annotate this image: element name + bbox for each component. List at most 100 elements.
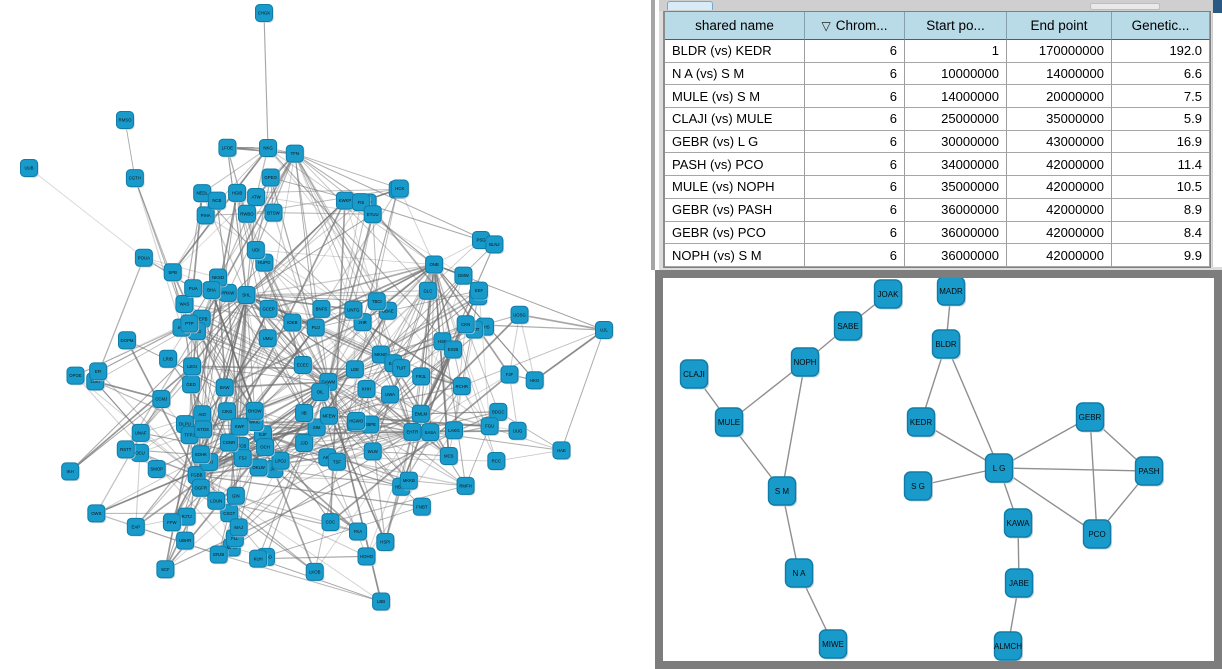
network-edge[interactable] — [96, 512, 219, 556]
network-edge[interactable] — [167, 358, 255, 412]
network-node[interactable]: RWBO — [237, 204, 257, 224]
network-node-bldr[interactable]: BLDR — [931, 329, 962, 360]
network-node[interactable]: LOUN — [207, 491, 226, 511]
network-edge[interactable] — [246, 294, 479, 297]
network-node[interactable]: TUIT — [392, 359, 411, 378]
network-node[interactable]: OIL — [311, 382, 330, 402]
network-edge[interactable] — [327, 309, 354, 383]
network-edge[interactable] — [294, 153, 400, 189]
network-edge[interactable] — [246, 263, 435, 296]
network-edge[interactable] — [189, 323, 321, 393]
network-edge[interactable] — [280, 431, 413, 462]
network-edge[interactable] — [411, 385, 463, 433]
network-node[interactable]: WLW — [363, 442, 383, 462]
network-edge[interactable] — [366, 326, 486, 390]
network-edge[interactable] — [242, 412, 305, 459]
network-edge[interactable] — [320, 391, 421, 415]
network-edge[interactable] — [265, 381, 329, 558]
network-edge[interactable] — [478, 290, 491, 427]
network-node[interactable]: BNFS — [312, 299, 332, 319]
network-edge[interactable] — [294, 153, 378, 302]
network-node[interactable]: LEGI — [183, 357, 202, 377]
network-edge[interactable] — [400, 367, 462, 387]
network-node-kawa[interactable]: KAWA — [1003, 508, 1034, 539]
network-node[interactable]: UJL — [595, 321, 614, 340]
network-edge[interactable] — [352, 214, 374, 310]
network-node[interactable]: JJD — [295, 434, 314, 453]
network-edge[interactable] — [534, 329, 605, 381]
network-node[interactable]: GLC — [418, 281, 438, 301]
table-tab-secondary[interactable] — [1090, 3, 1160, 10]
network-edge[interactable] — [303, 442, 359, 532]
network-node[interactable]: NKG — [259, 139, 278, 158]
network-node[interactable]: ONB — [425, 255, 444, 275]
network-node[interactable]: POUA — [134, 248, 154, 268]
network-node[interactable]: MFEW — [320, 406, 339, 426]
network-edge[interactable] — [327, 202, 369, 383]
network-node-noph[interactable]: NOPH — [790, 347, 821, 378]
network-edge[interactable] — [508, 314, 521, 375]
network-node[interactable]: HSPI — [376, 533, 396, 552]
network-node-lg[interactable]: L G — [984, 453, 1015, 484]
network-node[interactable]: UOSG — [510, 305, 530, 325]
network-edge[interactable] — [329, 373, 510, 523]
network-edge[interactable] — [200, 446, 266, 489]
network-node-kedr[interactable]: KEDR — [906, 407, 937, 438]
network-node[interactable]: BHA — [202, 281, 222, 300]
network-edge[interactable] — [246, 213, 373, 296]
network-node[interactable]: SHL — [237, 286, 257, 305]
network-node[interactable]: PUJ — [306, 318, 326, 338]
network-node[interactable]: ECEC — [293, 355, 313, 375]
network-node[interactable]: ETUU — [363, 205, 383, 224]
network-edge[interactable] — [366, 202, 467, 325]
network-node[interactable]: HAE — [552, 441, 572, 461]
network-node[interactable]: HCK — [390, 179, 410, 199]
column-header-chrom[interactable]: ▽ Chrom... — [805, 12, 905, 40]
network-edge[interactable] — [135, 452, 141, 527]
network-edge[interactable] — [268, 153, 296, 309]
network-node[interactable]: FNBT — [412, 497, 432, 517]
network-edge[interactable] — [97, 294, 247, 372]
network-node-pash[interactable]: PASH — [1134, 456, 1165, 487]
network-edge[interactable] — [344, 200, 378, 302]
network-node[interactable]: UWA — [381, 385, 400, 405]
network-edge[interactable] — [291, 322, 329, 383]
network-node[interactable]: GED — [182, 375, 201, 394]
network-node[interactable]: OPOE — [66, 366, 86, 386]
network-edge[interactable] — [245, 294, 305, 414]
network-node[interactable]: IIB — [295, 403, 314, 423]
network-node[interactable]: CKN — [456, 315, 476, 334]
network-edge[interactable] — [262, 431, 431, 435]
network-node[interactable]: SOHK — [191, 445, 211, 464]
network-edge[interactable] — [167, 358, 230, 443]
network-edge[interactable] — [190, 384, 217, 501]
network-edge[interactable] — [210, 289, 256, 412]
network-edge[interactable] — [135, 453, 202, 528]
network-edge[interactable] — [387, 264, 435, 312]
network-edge[interactable] — [258, 555, 367, 560]
network-edge[interactable] — [327, 456, 466, 487]
network-edge[interactable] — [327, 310, 389, 383]
network-node[interactable]: OWS — [87, 504, 107, 524]
network-node[interactable]: LAKG — [444, 421, 464, 440]
network-node-miwe[interactable]: MIWE — [818, 629, 849, 660]
network-edge[interactable] — [165, 512, 230, 570]
network-edge[interactable] — [314, 189, 399, 572]
network-edge[interactable] — [327, 214, 374, 383]
network-node[interactable]: FKA — [348, 522, 368, 542]
network-edge[interactable] — [94, 257, 145, 382]
network-node[interactable]: KHH — [357, 379, 377, 399]
network-node[interactable]: UUG — [508, 421, 528, 441]
network-edge[interactable] — [69, 365, 193, 473]
network-node[interactable]: WAS — [175, 294, 195, 314]
network-edge[interactable] — [273, 212, 373, 215]
network-node[interactable]: UDI — [246, 241, 266, 260]
network-node[interactable]: IKH — [61, 462, 80, 482]
column-header-sharedname[interactable]: shared name — [665, 12, 805, 40]
network-edge[interactable] — [246, 290, 428, 296]
network-node[interactable]: ATW — [247, 188, 266, 207]
network-edge[interactable] — [365, 388, 386, 543]
network-node[interactable]: EFI — [89, 362, 108, 382]
column-header-genetic[interactable]: Genetic... — [1112, 12, 1210, 40]
network-edge[interactable] — [267, 337, 413, 433]
